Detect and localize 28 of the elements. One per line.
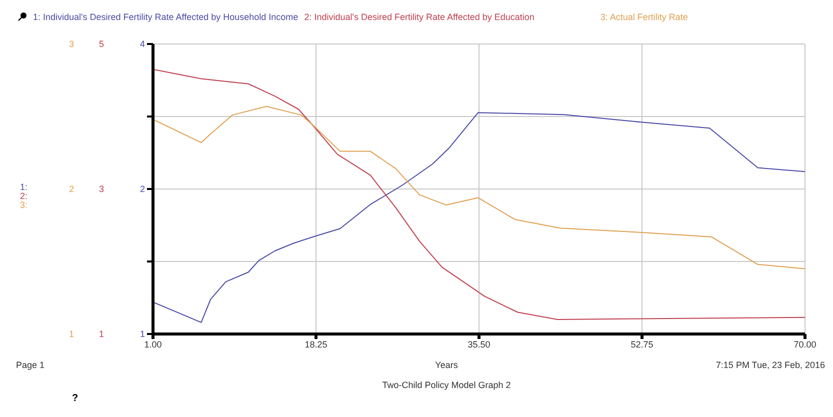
text: 2: Individual's Desired Fertility Rate Affected by Education bbox=[304, 12, 534, 24]
text: 1: Individual's Desired Fertility Rate Affected by Household Income bbox=[33, 12, 298, 24]
y3-tick-label: 3 bbox=[68, 39, 74, 50]
y2-tick-label: 1 bbox=[98, 329, 104, 340]
text: 2: bbox=[20, 191, 28, 201]
line-series bbox=[153, 112, 805, 323]
y-tick-label: 2 bbox=[140, 184, 145, 194]
y3-tick-label: 1 bbox=[68, 329, 74, 340]
text: 3: Actual Fertility Rate bbox=[600, 12, 688, 24]
text: Page 1 bbox=[16, 360, 45, 370]
text: 7:15 PM Tue, 23 Feb, 2016 bbox=[716, 360, 825, 370]
line-series bbox=[153, 68, 805, 320]
text: ? bbox=[72, 393, 78, 405]
y-tick-label: 1 bbox=[140, 329, 145, 340]
text: 1: bbox=[20, 182, 28, 192]
y2-tick-label: 5 bbox=[98, 39, 104, 50]
x-tick-label: 52.75 bbox=[630, 339, 654, 350]
line-series bbox=[153, 106, 805, 270]
x-tick-label: 18.25 bbox=[304, 339, 328, 350]
x-tick-label: 35.50 bbox=[468, 339, 490, 350]
text: Two-Child Policy Model Graph 2 bbox=[381, 380, 512, 390]
y-tick-label: 4 bbox=[140, 39, 145, 50]
x-axis-title: Years bbox=[435, 360, 458, 370]
y2-tick-label: 3 bbox=[98, 184, 104, 194]
y3-tick-label: 2 bbox=[68, 184, 74, 194]
text: 3: bbox=[20, 200, 28, 210]
x-tick-label: 70.00 bbox=[794, 339, 816, 350]
x-tick-label: 1.00 bbox=[144, 339, 162, 350]
